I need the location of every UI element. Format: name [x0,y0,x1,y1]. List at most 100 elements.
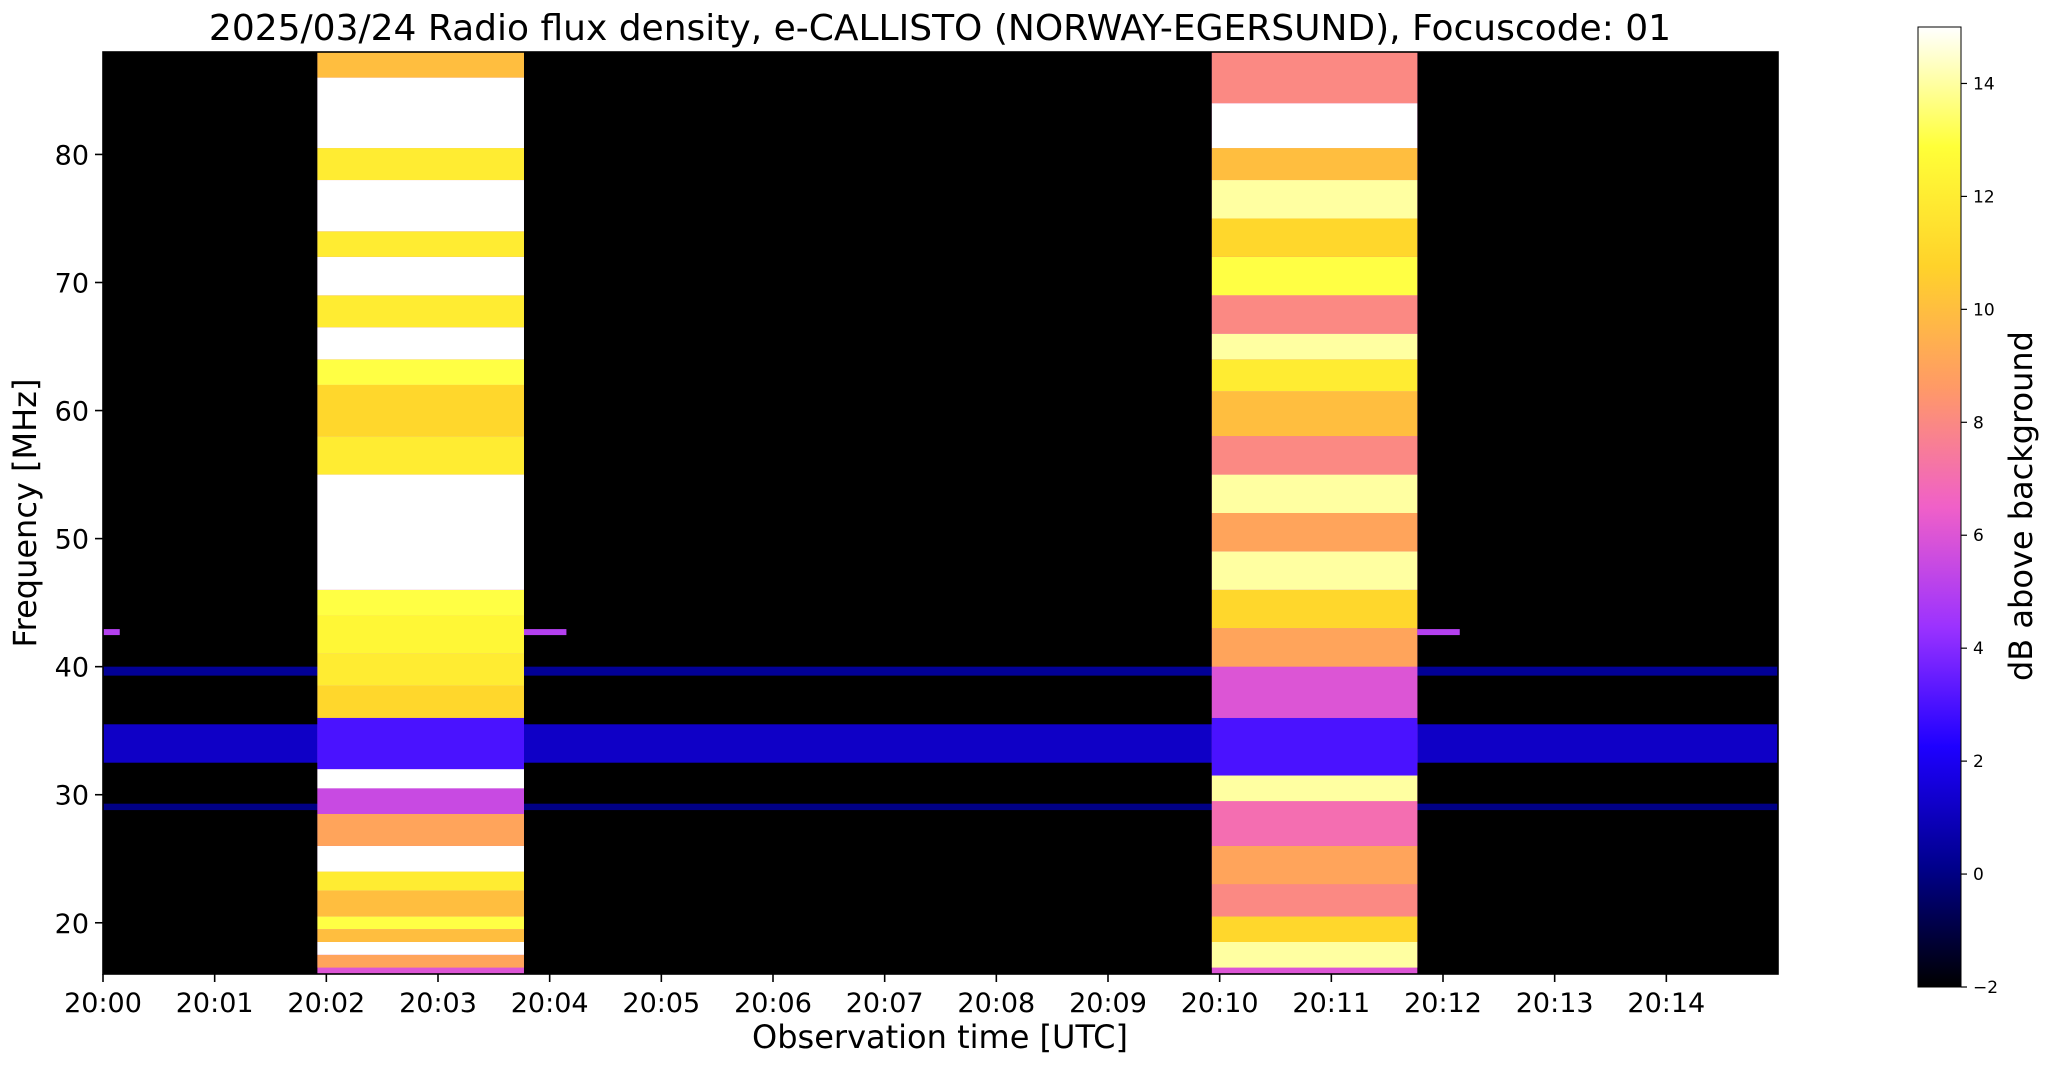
burst-band [317,813,524,846]
burst-band [317,436,524,475]
burst-band [317,845,524,872]
burst-band [317,769,524,789]
plot-frame [102,51,1779,975]
colorbar: −2 0 2 4 6 8 10 12 14 [1917,26,1998,998]
burst-band [317,52,524,78]
burst-band [1211,717,1418,776]
colorbar-tick-label: 0 [1973,865,1984,885]
burst-band [317,474,524,513]
y-tick-label: 30 [55,781,89,812]
burst-band [317,231,524,257]
x-tick-label: 20:11 [1292,988,1370,1019]
burst-band [317,890,524,917]
burst-band [1211,941,1418,968]
burst-band [317,327,524,360]
x-tick-label: 20:02 [287,988,365,1019]
burst-band [317,180,524,232]
colorbar-tick-label: 10 [1973,300,1995,320]
y-tick-label: 80 [55,140,89,171]
burst-band [1211,589,1418,629]
burst-band [1211,474,1418,513]
burst-band [317,148,524,181]
burst-band [1211,775,1418,802]
burst-band [1211,256,1418,296]
burst-band [1211,180,1418,219]
y-tick-label: 70 [55,269,89,300]
x-tick-label: 20:04 [511,988,589,1019]
burst-band [317,954,524,968]
plot-area [102,51,1779,975]
burst-band [1211,333,1418,360]
chart-title: 2025/03/24 Radio flux density, e-CALLIST… [209,8,1671,49]
x-tick-label: 20:12 [1404,988,1482,1019]
x-tick-label: 20:13 [1516,988,1594,1019]
colorbar-tick-label: 2 [1973,752,1984,772]
y-tick-label: 20 [55,909,89,940]
burst-band [1211,916,1418,942]
x-tick-label: 20:10 [1181,988,1259,1019]
burst-band [317,871,524,891]
burst-band [1211,103,1418,149]
burst-band [1211,551,1418,590]
burst-band [1211,801,1418,846]
burst-band [317,77,524,149]
burst-band [1211,218,1418,257]
x-tick-label: 20:06 [734,988,812,1019]
burst-band [1211,391,1418,437]
y-tick-label: 40 [55,653,89,684]
burst-band [1211,295,1418,334]
colorbar-tick-label: 8 [1973,413,1984,433]
burst-band [317,295,524,328]
burst-band [317,589,524,616]
burst-band [1211,845,1418,885]
burst-band [317,615,524,654]
x-tick-label: 20:00 [64,988,142,1019]
burst-band [317,916,524,930]
narrowband-line [1417,629,1460,636]
narrowband-line [103,629,120,636]
burst-band [317,788,524,814]
x-tick-label: 20:07 [846,988,924,1019]
burst-band [1211,359,1418,392]
colorbar-gradient [1917,26,1962,988]
burst-band [1211,628,1418,667]
burst-band [1211,52,1418,104]
colorbar-label: dB above background [2002,331,2040,681]
persistent-band [103,803,1778,811]
colorbar-tick-label: 14 [1973,74,1995,94]
y-tick-label: 50 [55,525,89,556]
y-axis-label: Frequency [MHz] [6,379,44,648]
x-tick-label: 20:14 [1627,988,1705,1019]
burst-band [317,256,524,296]
burst-band [317,384,524,437]
x-tick-label: 20:03 [399,988,477,1019]
burst-band [317,359,524,385]
burst-band [317,653,524,686]
x-tick-label: 20:08 [957,988,1035,1019]
burst-band [317,685,524,718]
colorbar-ticks: −2 0 2 4 6 8 10 12 14 [1961,74,1998,998]
burst-band [317,513,524,590]
burst-band [1211,513,1418,552]
x-tick-label: 20:01 [176,988,254,1019]
colorbar-tick-label: 12 [1973,187,1995,207]
y-axis: 20 30 40 50 60 70 80 [55,140,103,940]
persistent-band [103,666,1778,676]
colorbar-tick-label: −2 [1973,978,1998,998]
burst-band [1211,884,1418,917]
y-tick-label: 60 [55,397,89,428]
x-axis: 20:00 20:01 20:02 20:03 20:04 20:05 20:06 20:07… [64,974,1705,1019]
burst-band [1211,436,1418,475]
burst-band [1211,666,1418,718]
x-tick-label: 20:09 [1069,988,1147,1019]
colorbar-tick-label: 4 [1973,639,1984,659]
burst-band [317,941,524,955]
burst-band [1211,148,1418,181]
narrowband-line [523,629,567,636]
heatmap-layer [103,52,1778,974]
colorbar-tick-label: 6 [1973,526,1984,546]
burst-band [317,929,524,942]
x-axis-label: Observation time [UTC] [752,1018,1128,1056]
burst-band [317,717,524,770]
